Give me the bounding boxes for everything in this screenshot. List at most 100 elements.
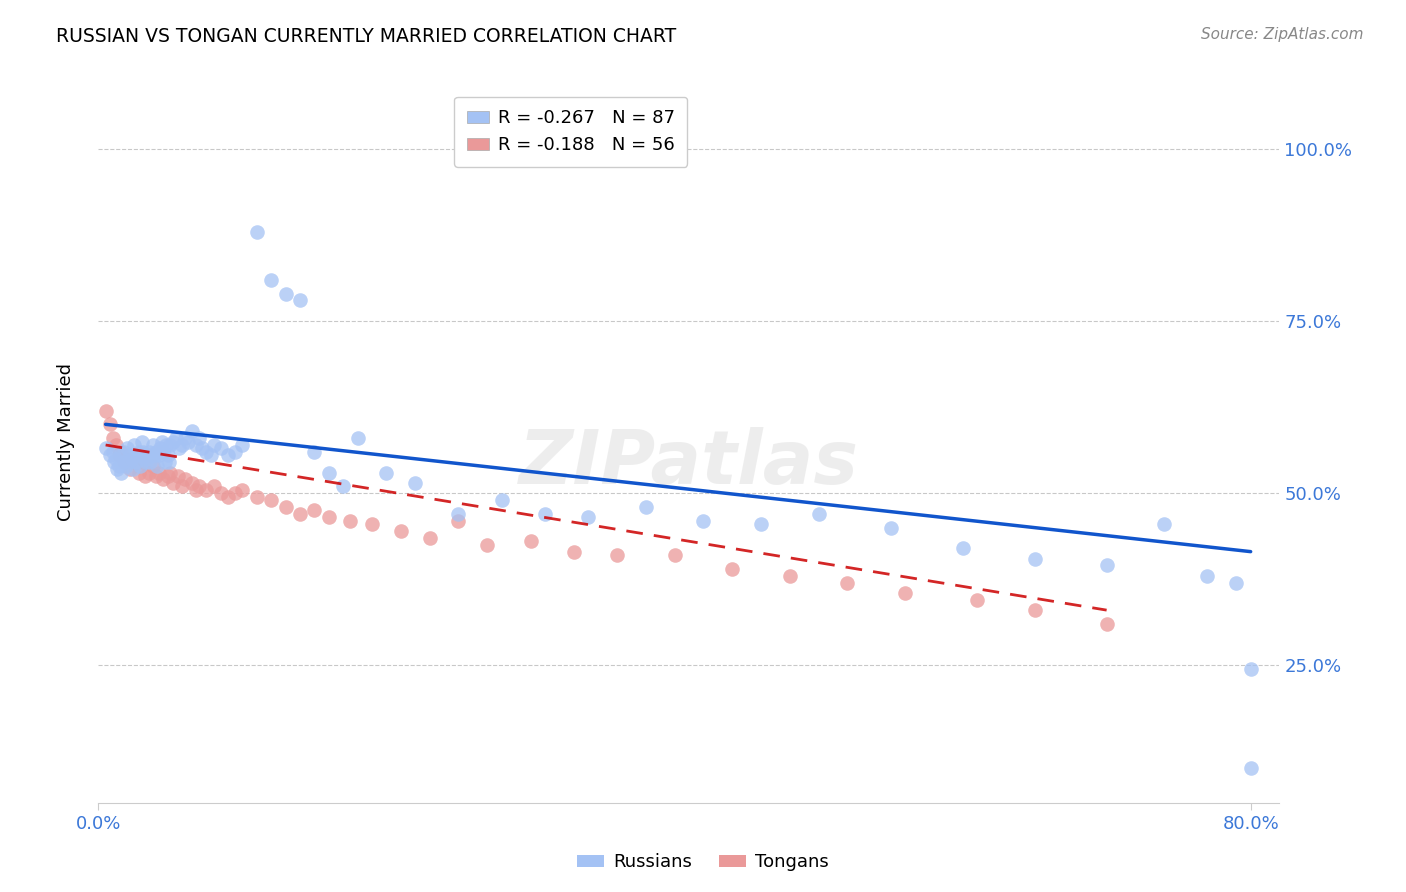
Text: Source: ZipAtlas.com: Source: ZipAtlas.com bbox=[1201, 27, 1364, 42]
Point bbox=[94, 403, 117, 417]
Point bbox=[115, 442, 138, 456]
Point bbox=[166, 469, 188, 483]
Point bbox=[260, 273, 283, 287]
Point bbox=[519, 534, 541, 549]
Point bbox=[177, 434, 200, 449]
Point bbox=[134, 469, 156, 483]
Point bbox=[112, 455, 135, 469]
Legend: R = -0.267   N = 87, R = -0.188   N = 56: R = -0.267 N = 87, R = -0.188 N = 56 bbox=[454, 96, 688, 167]
Point bbox=[107, 448, 129, 462]
Point bbox=[188, 431, 211, 445]
Point bbox=[209, 442, 232, 456]
Point bbox=[101, 445, 124, 459]
Point bbox=[419, 531, 441, 545]
Point bbox=[148, 466, 170, 480]
Point bbox=[149, 442, 172, 456]
Point bbox=[202, 479, 225, 493]
Point bbox=[288, 507, 311, 521]
Point bbox=[634, 500, 657, 514]
Point bbox=[447, 507, 470, 521]
Point bbox=[156, 448, 179, 462]
Point bbox=[879, 520, 901, 534]
Point bbox=[156, 469, 179, 483]
Point bbox=[1024, 603, 1046, 617]
Point bbox=[181, 424, 204, 438]
Point bbox=[129, 458, 152, 473]
Y-axis label: Currently Married: Currently Married bbox=[56, 362, 75, 521]
Point bbox=[807, 507, 830, 521]
Point bbox=[1024, 551, 1046, 566]
Point bbox=[246, 225, 269, 239]
Point bbox=[128, 445, 150, 459]
Point bbox=[122, 462, 145, 476]
Point bbox=[121, 451, 143, 466]
Point bbox=[562, 544, 585, 558]
Point bbox=[231, 438, 253, 452]
Point bbox=[288, 293, 311, 308]
Point bbox=[110, 466, 132, 480]
Point bbox=[339, 514, 361, 528]
Point bbox=[195, 483, 218, 497]
Point bbox=[165, 431, 187, 445]
Point bbox=[94, 442, 117, 456]
Point bbox=[108, 448, 131, 462]
Point bbox=[138, 445, 160, 459]
Point bbox=[146, 458, 169, 473]
Point bbox=[103, 455, 125, 469]
Point bbox=[477, 538, 499, 552]
Point bbox=[332, 479, 354, 493]
Point bbox=[274, 286, 297, 301]
Point bbox=[1240, 761, 1263, 775]
Point bbox=[167, 442, 190, 456]
Point bbox=[150, 434, 173, 449]
Point bbox=[124, 455, 146, 469]
Point bbox=[246, 490, 269, 504]
Point bbox=[231, 483, 253, 497]
Point bbox=[135, 455, 157, 469]
Point bbox=[139, 455, 162, 469]
Text: RUSSIAN VS TONGAN CURRENTLY MARRIED CORRELATION CHART: RUSSIAN VS TONGAN CURRENTLY MARRIED CORR… bbox=[56, 27, 676, 45]
Point bbox=[120, 462, 142, 476]
Point bbox=[304, 445, 326, 459]
Point bbox=[162, 434, 184, 449]
Point bbox=[141, 448, 163, 462]
Text: ZIPatlas: ZIPatlas bbox=[519, 426, 859, 500]
Point bbox=[138, 466, 160, 480]
Point bbox=[112, 445, 135, 459]
Point bbox=[143, 448, 166, 462]
Point bbox=[1225, 575, 1247, 590]
Point bbox=[837, 575, 859, 590]
Point bbox=[217, 448, 239, 462]
Point bbox=[111, 455, 134, 469]
Point bbox=[346, 431, 368, 445]
Point bbox=[202, 438, 225, 452]
Point bbox=[155, 438, 177, 452]
Point bbox=[404, 475, 426, 490]
Point bbox=[260, 493, 283, 508]
Point bbox=[779, 568, 801, 582]
Point bbox=[389, 524, 412, 538]
Point bbox=[952, 541, 974, 556]
Point bbox=[145, 445, 167, 459]
Point bbox=[125, 455, 148, 469]
Point bbox=[142, 438, 165, 452]
Point bbox=[104, 438, 127, 452]
Point bbox=[170, 438, 193, 452]
Point bbox=[105, 462, 128, 476]
Point bbox=[131, 455, 153, 469]
Legend: Russians, Tongans: Russians, Tongans bbox=[569, 847, 837, 879]
Point bbox=[375, 466, 398, 480]
Point bbox=[120, 448, 142, 462]
Point bbox=[186, 438, 208, 452]
Point bbox=[131, 434, 153, 449]
Point bbox=[894, 586, 917, 600]
Point bbox=[606, 548, 628, 562]
Point bbox=[136, 448, 159, 462]
Point bbox=[152, 445, 174, 459]
Point bbox=[127, 448, 149, 462]
Point bbox=[170, 479, 193, 493]
Point bbox=[152, 472, 174, 486]
Point bbox=[145, 469, 167, 483]
Point bbox=[104, 451, 127, 466]
Point bbox=[195, 445, 218, 459]
